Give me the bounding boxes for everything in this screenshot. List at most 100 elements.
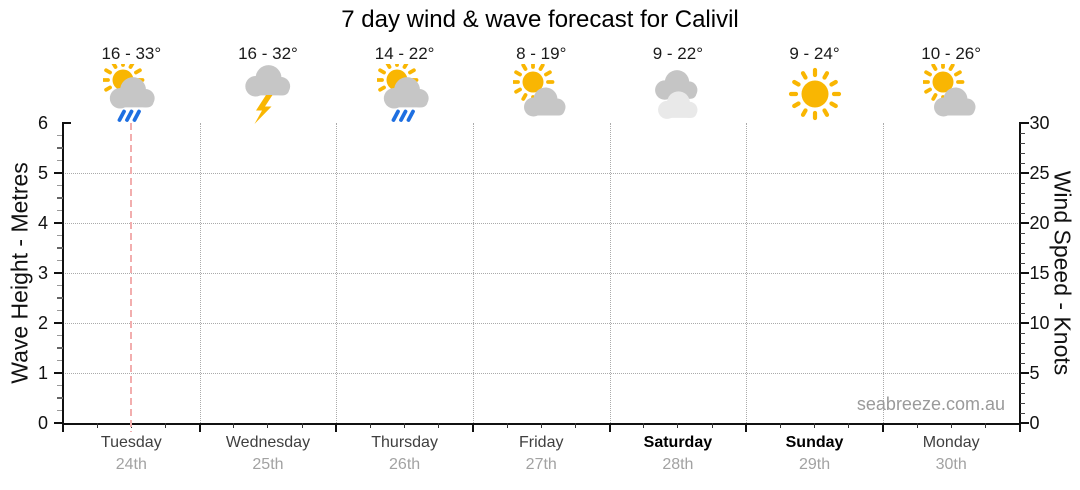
day-boundary-gridline xyxy=(336,123,338,423)
day-date: 27th xyxy=(525,456,557,473)
tick xyxy=(540,423,542,428)
tick xyxy=(57,260,62,261)
tick xyxy=(1019,342,1025,344)
day-column-friday: 8 - 19° Friday 27th xyxy=(473,0,610,490)
left-tick-label: 1 xyxy=(37,363,48,383)
tick xyxy=(1019,122,1029,124)
tick xyxy=(916,423,918,428)
tick xyxy=(1019,292,1025,294)
tick xyxy=(57,397,63,399)
left-tick-label: 6 xyxy=(37,113,48,133)
tick xyxy=(1019,282,1025,284)
tick xyxy=(57,297,63,299)
h-gridline xyxy=(63,273,1020,274)
day-column-wednesday: 16 - 32° Wednesday 25th xyxy=(200,0,337,490)
tick xyxy=(1019,382,1025,384)
tick xyxy=(1019,182,1025,184)
tick xyxy=(404,423,406,428)
sun-cloud-rain-icon xyxy=(101,58,159,124)
tick xyxy=(1019,402,1025,404)
tick xyxy=(1019,162,1025,164)
tick xyxy=(57,247,63,249)
day-name: Wednesday xyxy=(225,434,311,451)
h-gridline xyxy=(63,173,1020,174)
h-gridline xyxy=(63,373,1020,374)
tick xyxy=(96,423,98,428)
tick xyxy=(1019,392,1025,394)
tick xyxy=(57,185,62,186)
chart-title: 7 day wind & wave forecast for Calivil xyxy=(341,6,739,33)
tick xyxy=(57,410,62,411)
tick xyxy=(57,147,63,149)
day-column-tuesday: 16 - 33° Tuesday 24th xyxy=(63,0,200,490)
tick xyxy=(471,423,474,432)
tick xyxy=(1019,272,1029,274)
tick xyxy=(54,222,63,224)
tick xyxy=(881,423,884,432)
tick xyxy=(745,423,748,432)
temp-range: 9 - 22° xyxy=(652,44,704,63)
day-date: 26th xyxy=(389,456,421,473)
day-date: 30th xyxy=(935,456,967,473)
sun-cloud-icon xyxy=(511,60,569,124)
tick xyxy=(1019,412,1025,414)
sun-icon xyxy=(787,64,843,124)
tick xyxy=(1019,362,1025,364)
tick xyxy=(1019,322,1029,324)
tick xyxy=(369,423,371,428)
day-date: 29th xyxy=(798,456,831,473)
right-tick-label: 10 xyxy=(1029,313,1050,333)
tick xyxy=(267,423,269,428)
temp-range: 8 - 19° xyxy=(516,44,567,63)
tick xyxy=(1019,202,1025,204)
tick xyxy=(1019,152,1025,154)
tick xyxy=(57,310,62,311)
sun-cloud-icon xyxy=(921,60,979,124)
tick xyxy=(643,423,645,428)
tick xyxy=(1019,262,1025,264)
right-tick-label: 20 xyxy=(1029,213,1050,233)
tick xyxy=(1019,142,1025,144)
left-tick-label: 4 xyxy=(37,213,48,233)
day-name: Sunday xyxy=(785,434,844,451)
temp-range: 9 - 24° xyxy=(789,44,840,63)
tick xyxy=(198,423,201,432)
tick xyxy=(984,423,986,428)
day-column-monday: 10 - 26° Monday 30th xyxy=(883,0,1020,490)
tick xyxy=(1019,252,1025,254)
h-gridline xyxy=(63,323,1020,324)
tick xyxy=(438,423,440,428)
tick xyxy=(1019,302,1025,304)
clouds-icon xyxy=(650,64,706,124)
tick xyxy=(677,423,679,428)
day-column-thursday: 14 - 22° Thursday 26th xyxy=(336,0,473,490)
watermark: seabreeze.com.au xyxy=(856,394,1005,414)
tick xyxy=(57,360,62,361)
tick xyxy=(335,423,338,432)
tick xyxy=(62,423,64,432)
tick xyxy=(950,423,952,428)
tick xyxy=(711,423,713,428)
temp-range: 16 - 33° xyxy=(101,44,162,63)
tick xyxy=(54,422,63,424)
day-column-saturday: 9 - 22° Saturday 28th xyxy=(610,0,747,490)
tick xyxy=(848,423,850,428)
tick xyxy=(54,272,63,274)
right-tick-label: 5 xyxy=(1029,363,1040,383)
tick xyxy=(57,210,62,211)
right-tick-label: 0 xyxy=(1029,413,1040,433)
tick xyxy=(54,372,63,374)
day-name: Thursday xyxy=(371,434,438,451)
day-name: Tuesday xyxy=(100,434,162,451)
now-marker-line xyxy=(130,123,133,432)
tick xyxy=(54,172,63,174)
tick xyxy=(57,160,62,161)
left-tick-label: 5 xyxy=(37,163,48,183)
tick xyxy=(1019,312,1025,314)
left-tick-label: 0 xyxy=(37,413,48,433)
tick xyxy=(57,347,63,349)
tick xyxy=(57,235,62,236)
tick xyxy=(301,423,303,428)
